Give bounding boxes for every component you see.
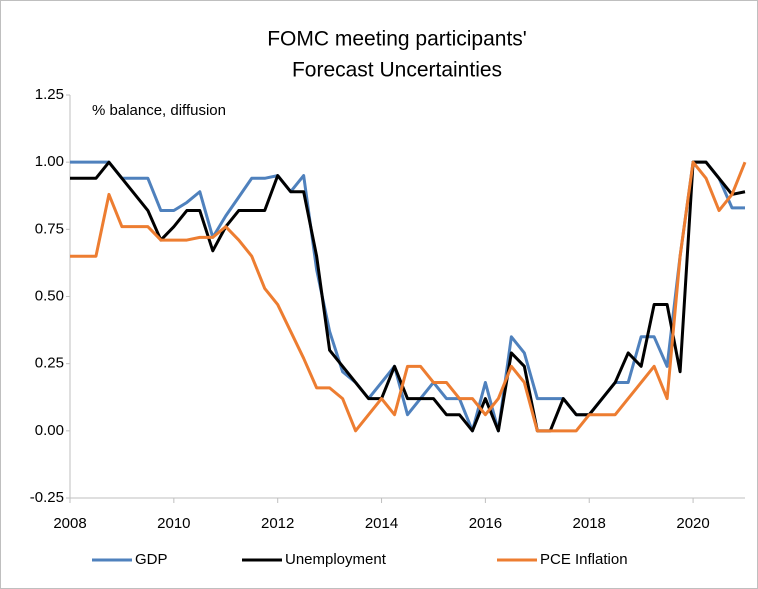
x-tick-label: 2016 xyxy=(469,515,502,532)
x-tick-label: 2012 xyxy=(261,515,294,532)
chart-title: Forecast Uncertainties xyxy=(292,59,502,82)
x-tick-label: 2010 xyxy=(157,515,190,532)
y-tick-label: 0.50 xyxy=(35,287,64,304)
y-tick-label: 0.25 xyxy=(35,355,64,372)
y-tick-label: 0.75 xyxy=(35,220,64,237)
legend-label: Unemployment xyxy=(285,551,387,568)
x-tick-label: 2008 xyxy=(53,515,86,532)
y-tick-label: 1.25 xyxy=(35,86,64,103)
legend-label: GDP xyxy=(135,551,168,568)
series-line xyxy=(70,160,746,433)
chart-title: FOMC meeting participants' xyxy=(267,28,527,51)
x-tick-label: 2018 xyxy=(573,515,606,532)
series-line xyxy=(70,160,747,433)
series-line xyxy=(70,160,745,433)
legend-label: PCE Inflation xyxy=(540,551,628,568)
y-tick-label: 1.00 xyxy=(35,153,64,170)
x-tick-label: 2020 xyxy=(676,515,709,532)
y-tick-label: 0.00 xyxy=(35,422,64,439)
annotation: % balance, diffusion xyxy=(92,102,226,119)
y-tick-label: -0.25 xyxy=(30,489,64,506)
x-tick-label: 2014 xyxy=(365,515,398,532)
